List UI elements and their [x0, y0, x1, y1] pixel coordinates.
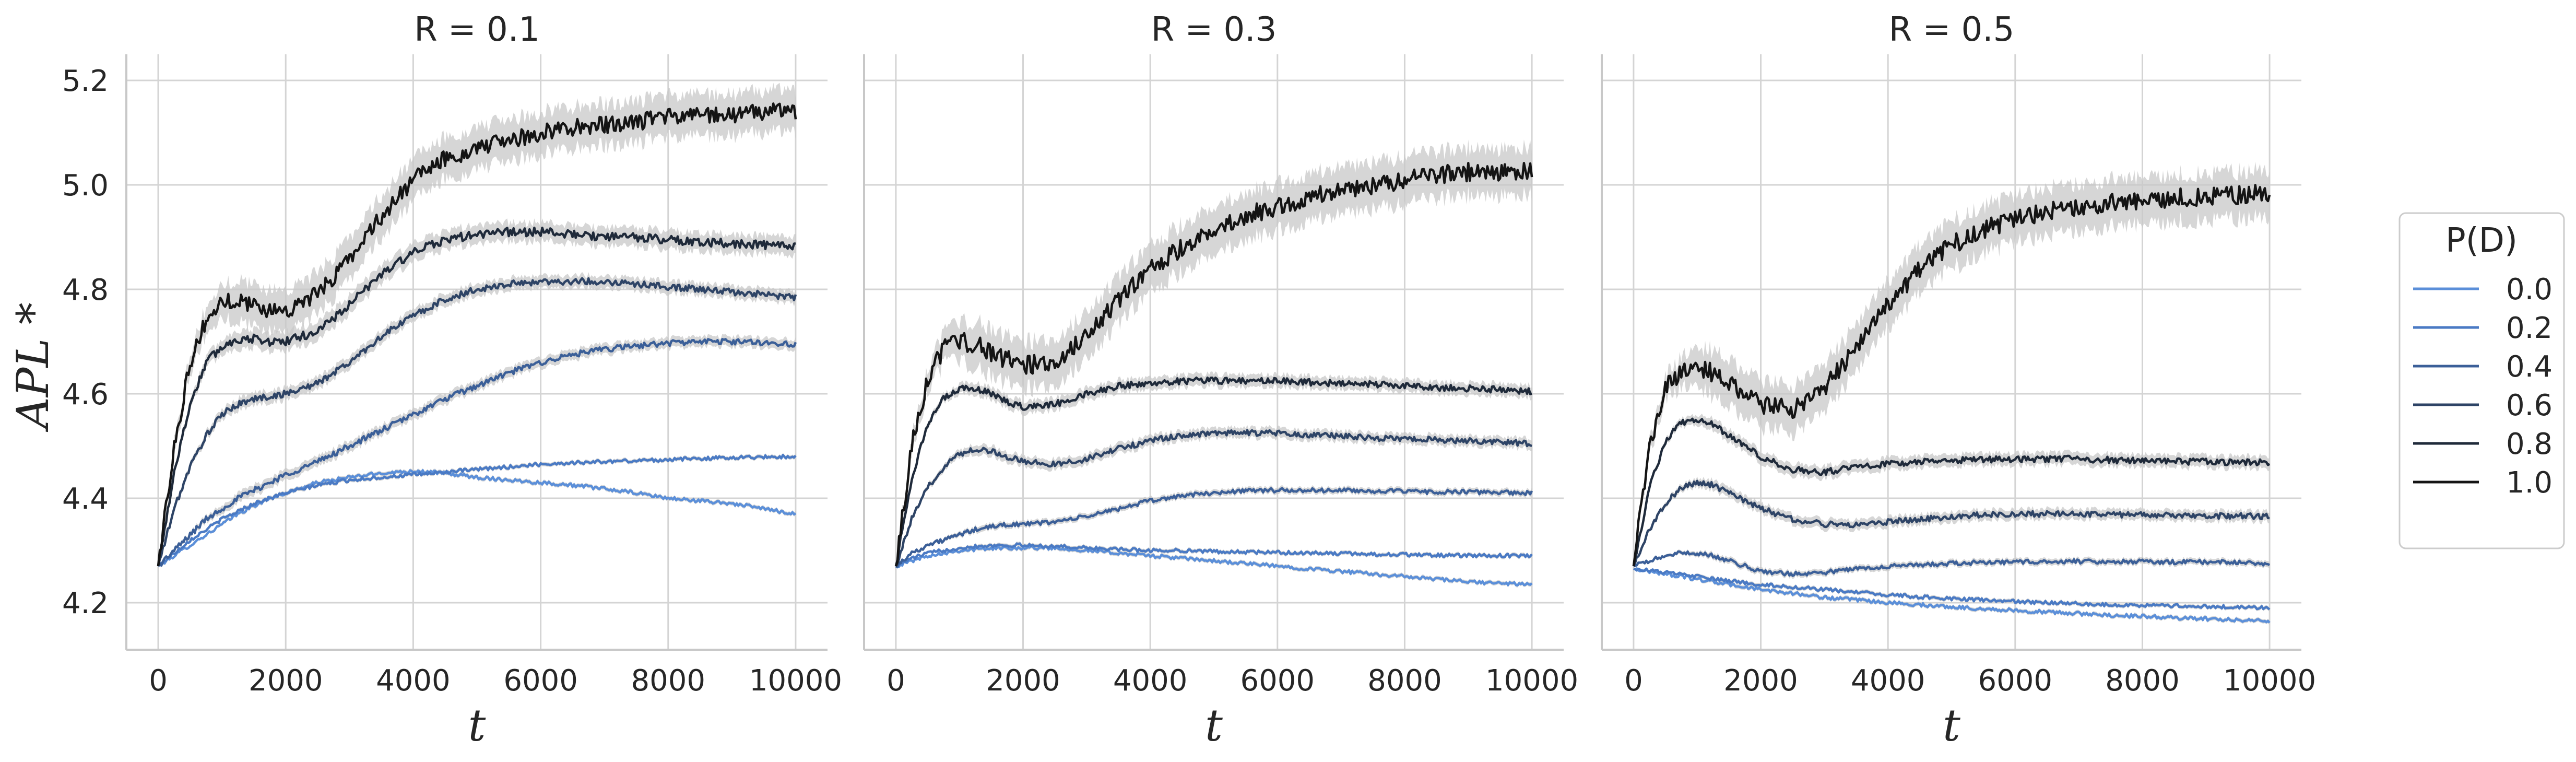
series-line-0.8 — [1632, 417, 2271, 567]
series-line-0.6 — [895, 429, 1532, 567]
panel-title: R = 0.3 — [1151, 10, 1277, 49]
series-line-0.0 — [157, 469, 797, 567]
confidence-band-1.0 — [158, 83, 796, 570]
confidence-band-0.8 — [158, 218, 796, 568]
x-tick-label: 6000 — [503, 664, 578, 698]
confidence-band-0.6 — [1633, 476, 2270, 567]
x-tick-label: 0 — [1624, 664, 1643, 698]
series-line-0.2 — [157, 453, 797, 567]
series-line-0.4 — [1633, 550, 2271, 577]
panel-1: 0 2000 4000 6000 8000 10000 4.2 4.4 4.6 4.8 5.0 5.2… — [62, 10, 842, 751]
x-tick-label: 10000 — [2223, 664, 2316, 698]
legend: P(D) 0.0 0.2 0.4 0.6 0.8 1.0 — [2398, 212, 2565, 549]
x-tick-label: 2000 — [1723, 664, 1798, 698]
y-axis-label: APL * — [7, 302, 58, 432]
x-tick-label: 0 — [887, 664, 905, 698]
panel-title: R = 0.1 — [414, 10, 540, 49]
legend-entry: 0.2 — [2413, 311, 2553, 345]
series-line-1.0 — [157, 102, 797, 567]
series-line-0.8 — [894, 376, 1532, 567]
chart-panels: 0 2000 4000 6000 8000 10000 4.2 4.4 4.6 4.8 5.0 5.2… — [62, 10, 2316, 751]
series-line-0.4 — [157, 338, 797, 567]
x-axis-label: t — [1205, 700, 1223, 751]
x-tick-label: 2000 — [986, 664, 1060, 698]
y-tick-label: 4.6 — [62, 378, 109, 412]
series-line-0.6 — [1632, 479, 2270, 567]
confidence-band-0.4 — [1633, 549, 2270, 579]
series-line-0.8 — [157, 226, 796, 567]
panel-3: 0 2000 4000 6000 8000 10000 R = 0.5 t — [1601, 10, 2316, 751]
legend-frame — [2398, 212, 2565, 549]
x-tick-label: 10000 — [749, 664, 842, 698]
legend-label: 0.0 — [2506, 273, 2553, 307]
confidence-band-0.4 — [895, 485, 1532, 568]
legend-entry: 0.4 — [2413, 350, 2553, 384]
series-line-0.2 — [895, 542, 1533, 568]
series-line-0.4 — [895, 487, 1533, 568]
confidence-band-0.8 — [895, 371, 1532, 567]
x-tick-label: 6000 — [1978, 664, 2053, 698]
x-tick-label: 10000 — [1485, 664, 1578, 698]
x-axis-label: t — [468, 700, 486, 751]
legend-label: 0.8 — [2506, 427, 2553, 461]
panel-2: 0 2000 4000 6000 8000 10000 R = 0.3 t — [863, 10, 1578, 751]
series-line-1.0 — [1632, 184, 2271, 567]
y-tick-label: 4.4 — [62, 482, 109, 516]
x-tick-label: 0 — [149, 664, 168, 698]
y-tick-label: 4.2 — [62, 587, 109, 620]
x-tick-label: 2000 — [249, 664, 323, 698]
confidence-band-0.0 — [158, 468, 796, 567]
legend-label: 0.6 — [2506, 389, 2553, 423]
series-line-0.0 — [895, 545, 1533, 587]
x-tick-label: 6000 — [1240, 664, 1315, 698]
legend-label: 1.0 — [2506, 466, 2553, 500]
series-line-1.0 — [894, 161, 1533, 567]
series-line-0.6 — [157, 277, 797, 567]
x-tick-label: 4000 — [1113, 664, 1188, 698]
legend-entry: 0.6 — [2413, 389, 2553, 423]
y-tick-label: 4.8 — [62, 273, 109, 307]
legend-title: P(D) — [2445, 221, 2518, 260]
legend-label: 0.2 — [2506, 311, 2553, 345]
legend-entry: 0.0 — [2413, 273, 2553, 307]
confidence-band-0.4 — [158, 334, 796, 567]
x-tick-label: 8000 — [631, 664, 706, 698]
x-tick-label: 4000 — [1851, 664, 1925, 698]
x-tick-label: 8000 — [2105, 664, 2180, 698]
x-tick-label: 8000 — [1367, 664, 1442, 698]
legend-entry: 1.0 — [2413, 466, 2553, 500]
legend-items: 0.0 0.2 0.4 0.6 0.8 1.0 — [2413, 273, 2553, 500]
legend-entry: 0.8 — [2413, 427, 2553, 461]
series-line-0.0 — [1633, 567, 2271, 624]
legend-label: 0.4 — [2506, 350, 2553, 384]
series-line-0.2 — [1633, 567, 2271, 611]
confidence-band-1.0 — [895, 139, 1532, 570]
y-tick-label: 5.0 — [62, 169, 109, 203]
confidence-band-0.0 — [895, 544, 1532, 588]
panel-title: R = 0.5 — [1889, 10, 2015, 49]
x-tick-label: 4000 — [376, 664, 451, 698]
y-tick-label: 5.2 — [62, 64, 109, 98]
x-axis-label: t — [1943, 700, 1960, 751]
confidence-band-1.0 — [1633, 161, 2270, 570]
confidence-band-0.0 — [1633, 568, 2270, 625]
